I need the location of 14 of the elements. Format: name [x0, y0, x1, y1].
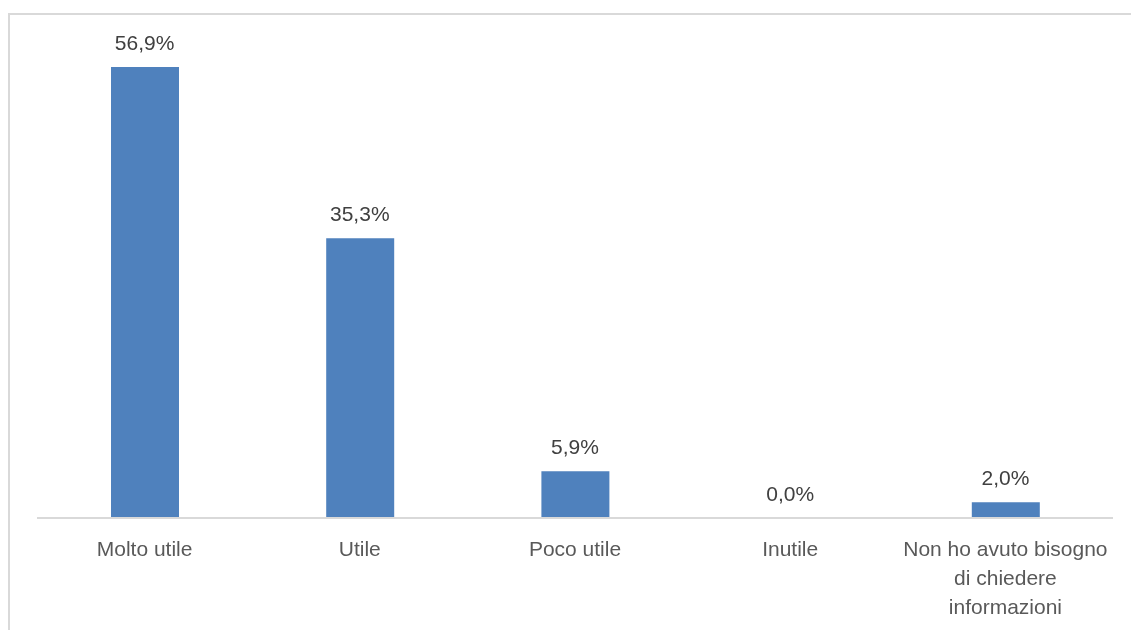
x-tick-label: Poco utile	[528, 537, 622, 560]
data-label: 5,9%	[551, 435, 599, 459]
x-tick-label: Utile	[338, 537, 381, 560]
x-tick-label: Molto utile	[96, 537, 193, 560]
data-label: 56,9%	[114, 31, 175, 54]
data-label: 35,3%	[330, 202, 390, 226]
bar	[541, 471, 610, 518]
bar	[971, 502, 1040, 518]
data-label: 0,0%	[766, 482, 815, 505]
x-tick-label: Inutile	[762, 537, 819, 560]
bar	[326, 238, 395, 518]
data-label: 2,0%	[981, 466, 1030, 490]
bar	[111, 67, 179, 518]
x-tick-label: Non ho avuto bisogno di chiedere informazioni	[903, 537, 1108, 618]
